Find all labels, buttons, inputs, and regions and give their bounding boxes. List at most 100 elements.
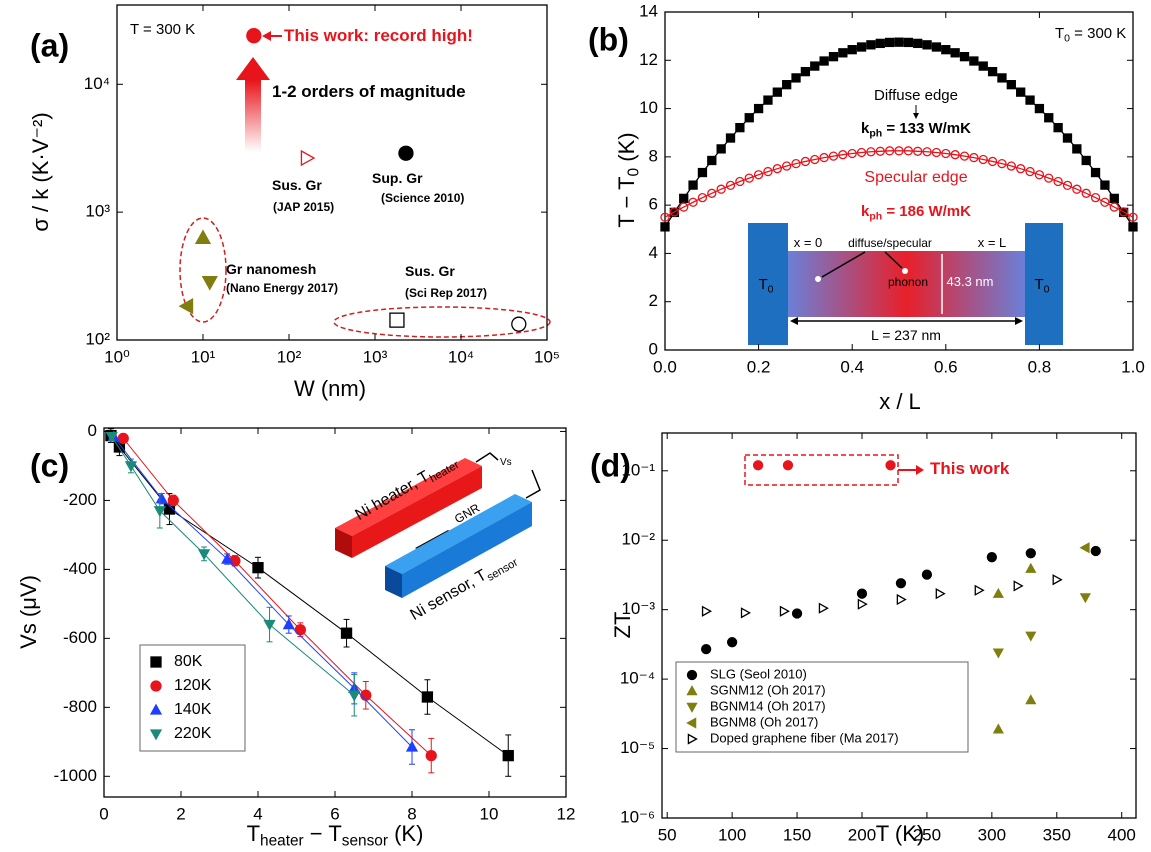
- y-tick-label: 0: [88, 421, 97, 440]
- x-tick-label: 10⁵: [534, 347, 560, 366]
- text-part: Specular edge: [864, 169, 967, 186]
- marker: [791, 608, 803, 619]
- text-part: σ / k (K·V⁻²): [28, 112, 53, 231]
- text-part: T = 300 K: [130, 21, 195, 38]
- marker: [1016, 164, 1026, 174]
- y-tick-label: 10⁻²: [621, 530, 655, 549]
- arrow-head: [790, 317, 798, 325]
- x-tick-label: 350: [1043, 825, 1071, 844]
- annotation: T = 300 K: [130, 21, 195, 38]
- contact: [1025, 223, 1063, 345]
- marker: [1006, 161, 1016, 171]
- marker: [511, 316, 527, 332]
- decorations-b: [748, 105, 1063, 345]
- marker: [1013, 580, 1024, 592]
- marker: [263, 619, 276, 631]
- marker: [155, 492, 168, 504]
- legend-marker: [149, 703, 163, 715]
- y-tick-label: 10⁻¹: [621, 460, 655, 479]
- text-part: sensor: [485, 556, 520, 583]
- panel-label: (c): [30, 447, 69, 483]
- annotation: This work: record high!: [284, 26, 473, 45]
- panel-label: (a): [30, 27, 69, 63]
- marker: [1044, 113, 1054, 123]
- marker: [935, 588, 946, 600]
- x-tick-label: 4: [253, 804, 262, 823]
- marker: [779, 605, 790, 617]
- contact: [748, 223, 788, 345]
- y-tick-label: 12: [639, 50, 658, 69]
- marker: [875, 146, 885, 156]
- marker: [340, 627, 353, 639]
- marker: [884, 37, 895, 48]
- text-part: Sup. Gr: [372, 170, 423, 186]
- y-tick-label: 10³: [85, 202, 110, 221]
- x-tick-label: 10: [480, 804, 499, 823]
- marker: [679, 202, 689, 212]
- marker: [800, 66, 811, 77]
- legend-label: 80K: [174, 653, 203, 670]
- annotation: diffuse/specular: [848, 236, 932, 250]
- x-tick-label: 50: [658, 825, 677, 844]
- text-part: Vs (μV): [16, 575, 41, 649]
- x-tick-label: 400: [1108, 825, 1136, 844]
- x-tick-label: 10²: [277, 347, 302, 366]
- annotation: Diffuse edge: [874, 87, 958, 104]
- annotation: T0 = 300 K: [1055, 25, 1126, 44]
- marker: [772, 87, 782, 97]
- marker: [931, 42, 942, 52]
- marker: [421, 691, 434, 703]
- marker: [1006, 80, 1016, 90]
- marker: [389, 312, 405, 328]
- text-part: x = L: [978, 235, 1007, 250]
- y-tick-label: 14: [639, 1, 658, 20]
- marker: [197, 549, 211, 561]
- marker: [1025, 694, 1037, 705]
- annotation: Vs: [500, 457, 512, 468]
- marker: [819, 152, 829, 163]
- marker: [398, 145, 414, 161]
- panel-label: (d): [590, 447, 631, 483]
- text-part: (K): [388, 821, 423, 846]
- marker: [810, 61, 820, 71]
- marker: [903, 146, 914, 156]
- marker: [1034, 170, 1045, 180]
- marker: [941, 45, 951, 55]
- marker: [153, 506, 166, 518]
- marker: [1044, 173, 1054, 183]
- x-axis-label: x / L: [879, 389, 921, 414]
- text-part: This work: record high!: [284, 26, 473, 45]
- annotation: kph = 186 W/mK: [861, 203, 971, 222]
- annotation: x = 0: [794, 235, 823, 250]
- marker: [992, 648, 1004, 659]
- text-part: 0: [626, 168, 643, 177]
- y-axis-label: Vs (μV): [16, 575, 41, 649]
- marker: [828, 52, 839, 62]
- x-axis-label: T (K): [876, 821, 924, 846]
- plot-frame: [661, 432, 1137, 819]
- marker: [1081, 188, 1091, 198]
- wire: [525, 469, 541, 499]
- marker: [753, 170, 764, 180]
- marker: [922, 40, 932, 50]
- marker: [885, 460, 896, 471]
- marker: [1053, 122, 1063, 133]
- text-part: Sus. Gr: [405, 263, 455, 279]
- x-axis-label: Theater − Tsensor (K): [247, 821, 424, 850]
- y-tick-label: 10: [639, 98, 658, 117]
- marker: [425, 749, 437, 762]
- marker: [913, 146, 923, 156]
- marker: [679, 193, 689, 204]
- marker: [992, 723, 1004, 734]
- marker: [701, 644, 712, 655]
- marker: [753, 103, 764, 114]
- x-tick-label: 1.0: [1121, 357, 1145, 376]
- marker: [894, 37, 904, 47]
- marker: [124, 461, 138, 473]
- marker: [1072, 184, 1082, 194]
- y-axis-label: σ / k (K·V⁻²): [28, 112, 53, 231]
- annotation: T0: [758, 276, 773, 295]
- text-part: heater: [260, 833, 304, 850]
- y-tick-label: -600: [63, 628, 97, 647]
